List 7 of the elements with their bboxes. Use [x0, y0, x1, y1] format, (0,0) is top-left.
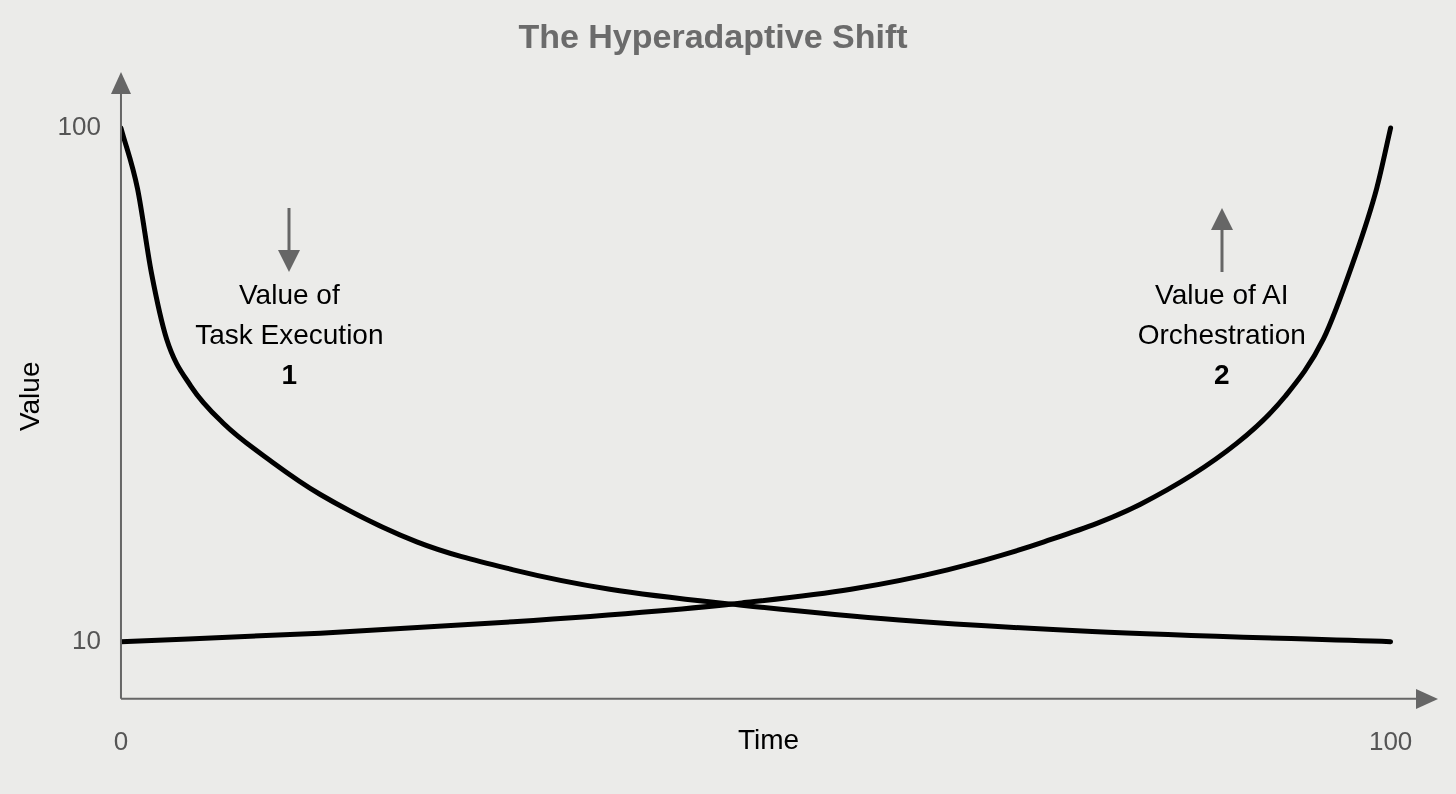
chart-title: The Hyperadaptive Shift: [518, 16, 908, 55]
x-axis-title: Time: [737, 723, 800, 755]
y-tick-label: 10: [72, 624, 101, 655]
y-axis-title: Value: [13, 361, 45, 432]
x-tick-label: 0: [113, 725, 129, 756]
annotation: Value of AI Orchestration 2: [1137, 278, 1306, 390]
annotation: Value of Task Execution 1: [195, 278, 384, 390]
